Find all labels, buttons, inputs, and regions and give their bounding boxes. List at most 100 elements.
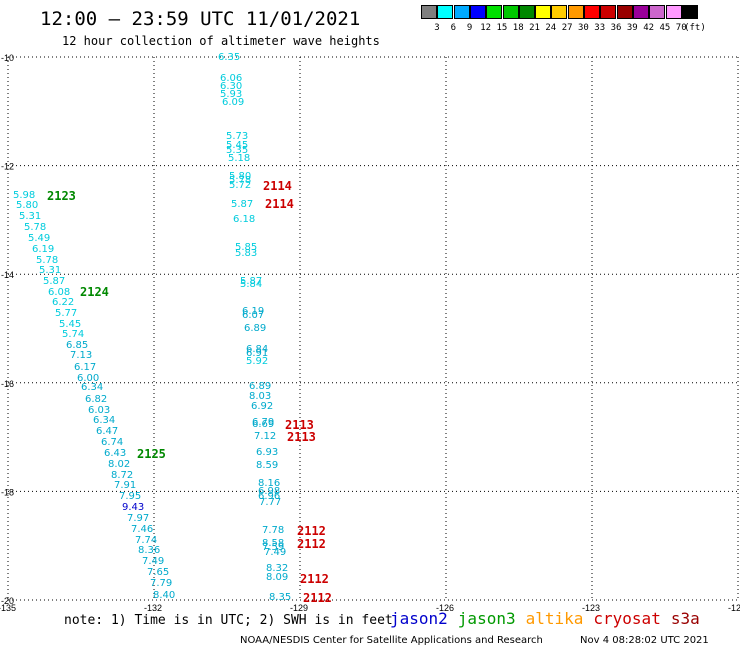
color-scale-label: 24 — [545, 23, 557, 33]
note-text: note: 1) Time is in UTC; 2) SWH is in fe… — [64, 613, 393, 628]
wave-height-value: 5.83 — [235, 248, 257, 259]
satellite-legend-item: altika — [525, 609, 584, 628]
color-scale-label: 42 — [643, 23, 655, 33]
wave-height-value: 6.18 — [233, 214, 255, 225]
track-label: 2113 — [285, 418, 314, 432]
color-swatch — [551, 5, 568, 19]
wave-height-value: 5.84 — [240, 279, 262, 290]
wave-height-value: 5.31 — [39, 265, 61, 276]
wave-height-value: 5.92 — [246, 356, 268, 367]
wave-height-value: 6.00 — [77, 373, 99, 384]
lat-label: -20 — [1, 596, 14, 606]
satellite-legend-item: jason2 — [390, 609, 448, 628]
map-subtitle: 12 hour collection of altimeter wave hei… — [62, 34, 380, 48]
wave-height-value: 6.34 — [81, 382, 103, 393]
color-swatch — [616, 5, 633, 19]
wave-height-value: 6.74 — [101, 437, 123, 448]
wave-height-value: 6.98 — [258, 486, 280, 497]
wave-height-value: 5.18 — [228, 153, 250, 164]
satellite-legend-item: s3a — [670, 609, 700, 628]
wave-height-value: 5.45 — [59, 319, 81, 330]
wave-height-value: 5.93 — [220, 89, 242, 100]
wave-height-value: 7.79 — [150, 578, 172, 589]
wave-height-value: 5.87 — [43, 276, 65, 287]
wave-height-value: 7.77 — [259, 497, 281, 508]
lon-label: -123 — [582, 603, 600, 613]
color-swatch — [632, 5, 649, 19]
wave-height-value: 5.80 — [229, 171, 251, 182]
track-label: 2114 — [263, 179, 292, 193]
wave-height-value: 5.77 — [55, 308, 77, 319]
wave-height-value: 5.31 — [19, 211, 41, 222]
color-swatch — [681, 5, 698, 19]
track-label: 2112 — [297, 524, 326, 538]
color-swatch — [649, 5, 666, 19]
color-swatch — [535, 5, 552, 19]
wave-height-value: 6.85 — [66, 340, 88, 351]
color-swatch — [600, 5, 617, 19]
wave-height-value: 8.03 — [249, 391, 271, 402]
wave-height-value: 6.43 — [104, 448, 126, 459]
wave-height-value: 8.36 — [138, 545, 160, 556]
satellite-legend: jason2 jason3 altika cryosat s3a — [390, 609, 710, 628]
color-scale-label: 6 — [450, 23, 457, 33]
wave-height-value: 7.46 — [131, 524, 153, 535]
lat-lon-grid — [7, 56, 739, 601]
wave-height-value: 7.91 — [114, 480, 136, 491]
lat-label: -14 — [1, 270, 14, 280]
wave-height-value: 8.40 — [153, 590, 175, 601]
color-scale-label: 18 — [512, 23, 524, 33]
lon-label: -126 — [436, 603, 454, 613]
wave-height-value: 5.49 — [28, 233, 50, 244]
wave-height-value: 7.13 — [70, 350, 92, 361]
wave-height-labels: 6.356.066.305.936.095.735.455.355.185.80… — [13, 52, 291, 603]
color-scale-label: 36 — [610, 23, 622, 33]
wave-height-value: 5.80 — [16, 200, 38, 211]
wave-height-value: 6.34 — [93, 415, 115, 426]
color-swatch — [567, 5, 584, 19]
wave-height-value: 7.49 — [142, 556, 164, 567]
wave-height-value: 6.84 — [246, 344, 268, 355]
color-scale-label: 15 — [496, 23, 508, 33]
wave-height-value: 7.65 — [147, 567, 169, 578]
color-scale-label: 12 — [480, 23, 492, 33]
wave-height-value: 6.06 — [220, 73, 242, 84]
color-scale-label: 33 — [594, 23, 606, 33]
wave-height-value: 5.78 — [24, 222, 46, 233]
map-title: 12:00 — 23:59 UTC 11/01/2021 — [40, 8, 361, 30]
wave-height-value: 6.19 — [242, 306, 264, 317]
satellite-legend-item: jason3 — [457, 609, 516, 628]
wave-height-value: 6.93 — [256, 447, 278, 458]
wave-height-value: 8.35 — [269, 592, 291, 603]
color-scale-label: 27 — [561, 23, 573, 33]
lon-label: -129 — [290, 603, 308, 613]
color-swatch — [421, 5, 437, 19]
track-label: 2125 — [137, 447, 166, 461]
track-label: 2112 — [300, 572, 329, 586]
wave-height-value: 5.87 — [231, 199, 253, 210]
axis-labels: -10 -12 -14 -16 -18 -20-135 -132 -129 -126 -123 -1… — [0, 53, 740, 613]
wave-height-value: 6.82 — [85, 394, 107, 405]
wave-height-value: 5.85 — [235, 242, 257, 253]
color-scale-label: 21 — [529, 23, 540, 33]
wave-height-value: 5.98 — [13, 190, 35, 201]
wave-height-value: 8.02 — [108, 459, 130, 470]
color-scale-label: 70 — [675, 23, 687, 33]
track-labels: 2123212421252114211421132113211221122112… — [47, 179, 332, 605]
wave-height-value: 8.72 — [111, 470, 133, 481]
lat-label: -12 — [1, 162, 14, 172]
wave-height-value: 7.49 — [264, 547, 286, 558]
wave-height-value: 5.35 — [226, 145, 248, 156]
wave-height-value: 6.09 — [222, 97, 244, 108]
color-swatch — [453, 5, 470, 19]
satellite-legend-item: cryosat — [593, 609, 661, 628]
wave-height-value: 6.22 — [52, 297, 74, 308]
wave-height-value: 6.47 — [96, 426, 118, 437]
color-swatch — [469, 5, 486, 19]
wave-height-value: 6.89 — [244, 323, 266, 334]
wave-height-value: 5.73 — [226, 131, 248, 142]
color-scale-label: 3 — [434, 23, 440, 33]
color-swatch — [486, 5, 503, 19]
footer-date: Nov 4 08:28:02 UTC 2021 — [580, 635, 709, 646]
